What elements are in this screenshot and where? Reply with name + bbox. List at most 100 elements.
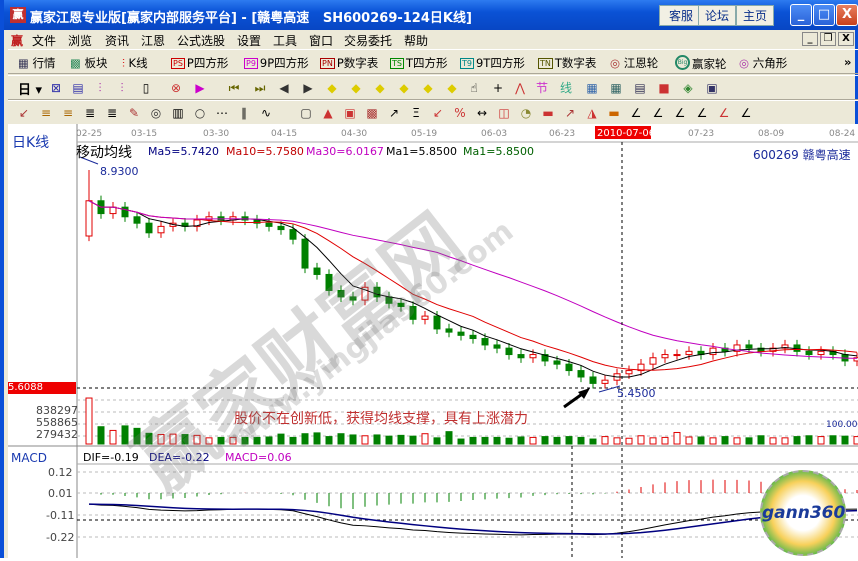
menu-info[interactable]: 资讯 xyxy=(105,34,130,48)
save-icon[interactable]: ■ xyxy=(658,81,670,95)
customer-service-button[interactable]: 客服 xyxy=(659,5,703,26)
close-button[interactable]: X xyxy=(836,4,858,26)
low-price-label: 5.4500 xyxy=(617,387,656,400)
angle-e-icon[interactable]: ∠ xyxy=(718,106,730,120)
sectors-button[interactable]: ▩ 板块 xyxy=(70,56,108,70)
chart-canvas[interactable]: 02-25 03-15 03-30 04-15 04-30 05-19 06-03 06-23… xyxy=(8,124,858,558)
forum-button[interactable]: 论坛 xyxy=(698,5,736,26)
menu-formula[interactable]: 公式选股 xyxy=(177,34,226,48)
candle-type-icon[interactable]: ▯ xyxy=(142,81,150,95)
menu-window[interactable]: 窗口 xyxy=(309,34,334,48)
t-square-button[interactable]: TS T四方形 xyxy=(390,56,448,70)
kline-button[interactable]: ⫶ K线 xyxy=(122,56,148,70)
lines-c-icon[interactable]: ≣ xyxy=(84,106,96,120)
export-icon[interactable]: ▣ xyxy=(706,81,718,95)
network-icon[interactable]: ◈ xyxy=(683,81,693,95)
minimize-button[interactable]: _ xyxy=(790,4,812,26)
mdi-minimize-button[interactable]: _ xyxy=(802,32,818,46)
arrow-icon[interactable]: ↗ xyxy=(388,106,400,120)
diamond-right-icon[interactable]: ◆ xyxy=(351,81,361,95)
diamond-zoom-out-icon[interactable]: ◆ xyxy=(447,81,457,95)
report-icon[interactable]: ▤ xyxy=(634,81,646,95)
notes-icon[interactable]: ▤ xyxy=(72,81,84,95)
box-icon[interactable]: ▣ xyxy=(344,106,356,120)
candle xyxy=(505,347,513,356)
hand-icon[interactable]: ☝ xyxy=(470,81,478,95)
angle-icon[interactable]: ↙ xyxy=(432,106,444,120)
next-icon[interactable]: ▶ xyxy=(303,81,313,95)
p-number-button[interactable]: PN P数字表 xyxy=(320,56,379,70)
homepage-button[interactable]: 主页 xyxy=(736,5,774,26)
angle-c-icon[interactable]: ∠ xyxy=(674,106,686,120)
diamond-zoom-in-icon[interactable]: ◆ xyxy=(423,81,433,95)
trend-icon[interactable]: ⋀ xyxy=(515,81,525,95)
angle-f-icon[interactable]: ∠ xyxy=(740,106,752,120)
gann-fan-icon[interactable]: Ξ xyxy=(412,106,420,120)
dots-icon[interactable]: ⋯ xyxy=(216,106,228,120)
pattern-icon[interactable]: ⊠ xyxy=(50,81,62,95)
lines-d-icon[interactable]: ≣ xyxy=(106,106,118,120)
line-icon[interactable]: 线 xyxy=(559,81,572,95)
mdi-restore-button[interactable]: ❐ xyxy=(820,32,836,46)
diamond-expand-icon[interactable]: ◆ xyxy=(375,81,385,95)
circle-icon[interactable]: ◎ xyxy=(150,106,162,120)
quotes-button[interactable]: ▦ 行情 xyxy=(18,56,56,70)
macd-title: MACD xyxy=(11,451,47,465)
maximize-button[interactable]: □ xyxy=(813,4,835,26)
p9-icon: P9 xyxy=(244,58,258,69)
toolbar-overflow-button[interactable]: » xyxy=(844,55,852,69)
gann-box-icon[interactable]: ◫ xyxy=(498,106,510,120)
pen-icon[interactable]: ✎ xyxy=(128,106,140,120)
angle-d-icon[interactable]: ∠ xyxy=(696,106,708,120)
angle-a-icon[interactable]: ∠ xyxy=(630,106,642,120)
node-icon[interactable]: 节 xyxy=(535,81,548,95)
menu-settings[interactable]: 设置 xyxy=(237,34,262,48)
chart-area[interactable]: 02-25 03-15 03-30 04-15 04-30 05-19 06-03 06-23… xyxy=(8,124,858,558)
diamond-shrink-icon[interactable]: ◆ xyxy=(399,81,409,95)
prev-icon[interactable]: ◀ xyxy=(279,81,289,95)
fan-icon[interactable]: ▬ xyxy=(608,106,620,120)
wave9-icon[interactable]: ⫶ xyxy=(120,81,124,95)
hexagon-button[interactable]: ◎ 六角形 xyxy=(739,56,788,70)
ellipse-icon[interactable]: ○ xyxy=(194,106,206,120)
menu-tools[interactable]: 工具 xyxy=(273,34,298,48)
menu-trade[interactable]: 交易委托 xyxy=(344,34,393,48)
measure-icon[interactable]: ↔ xyxy=(476,106,488,120)
diamond-left-icon[interactable]: ◆ xyxy=(327,81,337,95)
fib-icon[interactable]: ▲ xyxy=(323,106,333,120)
parallel-icon[interactable]: ∥ xyxy=(241,106,247,120)
grid-icon[interactable]: ▩ xyxy=(366,106,378,120)
period-select[interactable]: 日 ▾ xyxy=(18,83,43,98)
calculator-icon[interactable]: ▦ xyxy=(610,81,622,95)
9t-square-button[interactable]: T9 9T四方形 xyxy=(460,56,525,70)
rect-icon[interactable]: ▢ xyxy=(300,106,312,120)
mdi-close-button[interactable]: X xyxy=(838,32,854,46)
speed-icon[interactable]: ↗ xyxy=(564,106,576,120)
wave-icon[interactable]: ∿ xyxy=(260,106,272,120)
triangle-icon[interactable]: ◮ xyxy=(587,106,597,120)
menu-help[interactable]: 帮助 xyxy=(404,34,429,48)
lines-a-icon[interactable]: ≡ xyxy=(40,106,52,120)
cross-icon[interactable]: ⊗ xyxy=(170,81,182,95)
lines-b-icon[interactable]: ≡ xyxy=(62,106,74,120)
menu-file[interactable]: 文件 xyxy=(32,34,57,48)
gann-wheel-button[interactable]: ◎ 江恩轮 xyxy=(610,56,659,70)
last-icon[interactable]: ⏭ xyxy=(254,81,266,95)
gann-line-icon[interactable]: ▬ xyxy=(542,106,554,120)
percent-icon[interactable]: % xyxy=(454,106,466,120)
winner-wheel-button[interactable]: Big 赢家轮 xyxy=(675,55,727,72)
t-number-button[interactable]: TN T数字表 xyxy=(538,56,597,70)
bars-icon[interactable]: ▥ xyxy=(172,106,184,120)
draw-icon[interactable]: ↙ xyxy=(18,106,30,120)
menu-gann[interactable]: 江恩 xyxy=(141,34,166,48)
wave3-icon[interactable]: ⫶ xyxy=(98,81,102,95)
p-square-button[interactable]: PS P四方形 xyxy=(171,56,229,70)
first-icon[interactable]: ⏮ xyxy=(228,81,240,95)
9p-square-button[interactable]: P9 9P四方形 xyxy=(244,56,309,70)
calendar-icon[interactable]: ▦ xyxy=(586,81,598,95)
gann-circle-icon[interactable]: ◔ xyxy=(520,106,532,120)
angle-b-icon[interactable]: ∠ xyxy=(652,106,664,120)
flag-icon[interactable]: ▶ xyxy=(195,81,205,95)
menu-browse[interactable]: 浏览 xyxy=(68,34,93,48)
crosshair-icon[interactable]: + xyxy=(492,81,504,95)
